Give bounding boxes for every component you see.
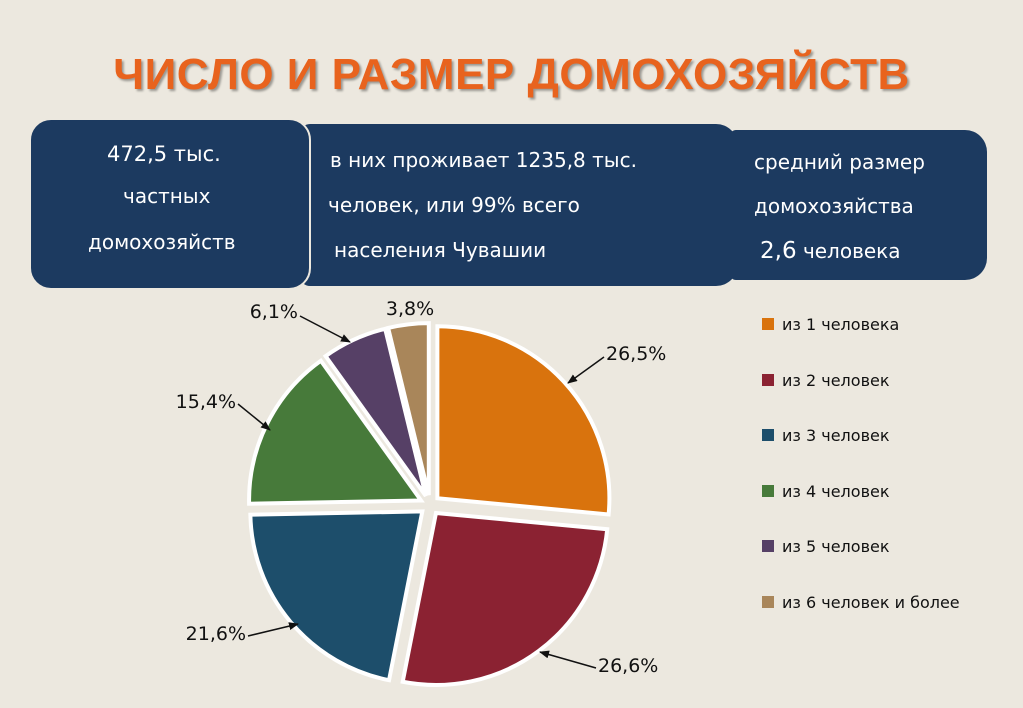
pie-slice: [248, 509, 425, 683]
average-size-box: средний размер домохозяйства 2,6 человек…: [730, 130, 987, 280]
legend-swatch: [762, 318, 774, 330]
population-line3: населения Чувашии: [334, 238, 547, 262]
slice-data-label: 21,6%: [186, 623, 246, 645]
legend-label: из 4 человек: [782, 482, 890, 501]
population-line2: человек, или 99% всего: [328, 193, 580, 217]
households-count-line2: частных: [123, 184, 211, 208]
slice-data-label: 26,6%: [598, 655, 658, 677]
label-arrow: [567, 356, 605, 384]
label-arrow: [299, 315, 351, 343]
legend-label: из 1 человека: [782, 315, 900, 334]
average-size-line3: 2,6 человека: [760, 238, 901, 264]
slice-data-label: 15,4%: [176, 391, 236, 413]
slice-data-label: 26,5%: [606, 343, 666, 365]
pie-slice: [322, 326, 428, 498]
population-box: в них проживает 1235,8 тыс. человек, или…: [300, 124, 738, 286]
slice-data-label: 6,1%: [250, 301, 298, 323]
pie-slice: [385, 321, 431, 496]
label-arrow: [247, 622, 299, 637]
legend-swatch: [762, 485, 774, 497]
pie-slice: [400, 510, 610, 688]
legend-swatch: [762, 429, 774, 441]
households-count-box: 472,5 тыс. частных домохозяйств: [29, 118, 311, 290]
average-size-unit: человека: [802, 239, 901, 263]
legend-label: из 2 человек: [782, 371, 890, 390]
average-size-value: 2,6: [760, 238, 797, 264]
population-line1: в них проживает 1235,8 тыс.: [330, 148, 637, 172]
households-count-line1: 472,5 тыс.: [107, 142, 221, 166]
average-size-line2: домохозяйства: [754, 194, 914, 218]
average-size-line1: средний размер: [754, 150, 925, 174]
legend-swatch: [762, 540, 774, 552]
legend-label: из 6 человек и более: [782, 593, 960, 612]
households-count-line3: домохозяйств: [88, 230, 236, 254]
page-title: ЧИСЛО И РАЗМЕР ДОМОХОЗЯЙСТВ: [113, 50, 910, 99]
legend-label: из 3 человек: [782, 426, 890, 445]
legend-swatch: [762, 596, 774, 608]
label-arrow: [539, 650, 597, 669]
pie-slice: [435, 324, 612, 517]
legend-label: из 5 человек: [782, 537, 890, 556]
label-arrow: [237, 403, 271, 431]
slice-data-label: 3,8%: [386, 298, 434, 320]
legend-swatch: [762, 374, 774, 386]
